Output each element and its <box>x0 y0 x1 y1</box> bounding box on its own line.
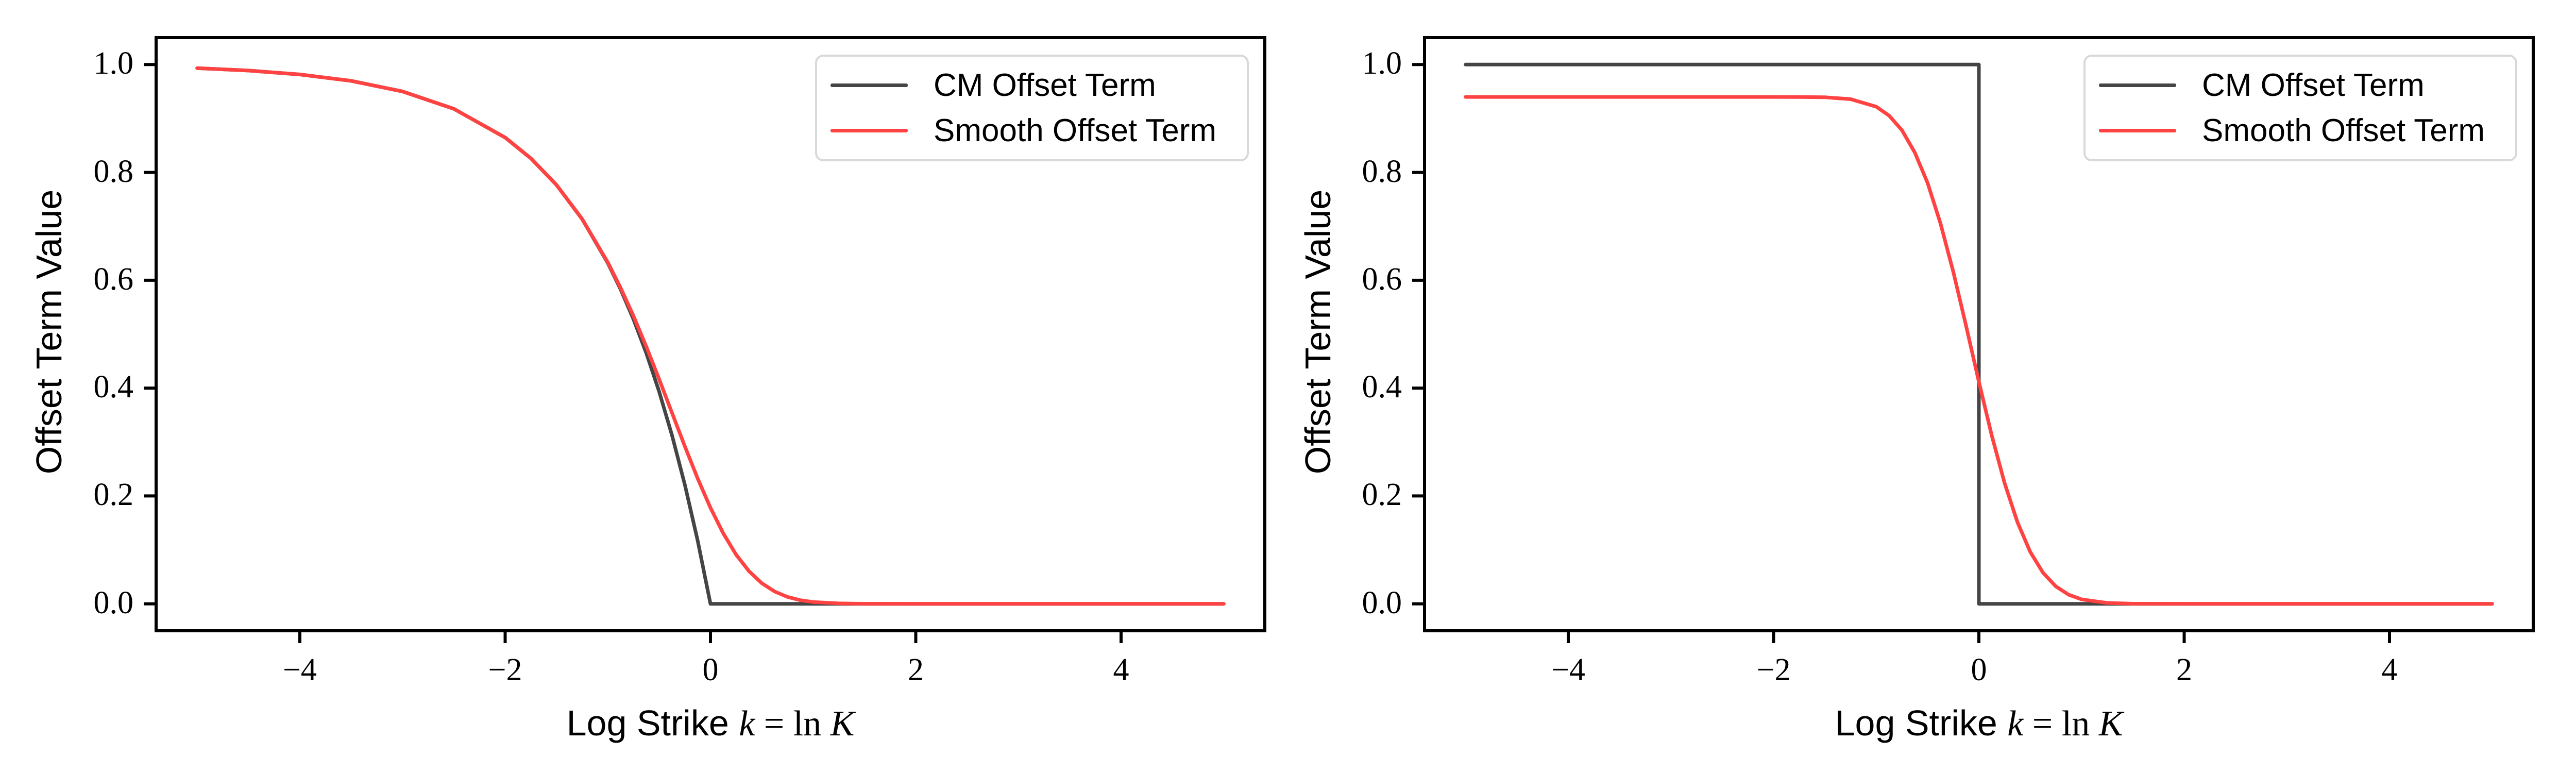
smooth-offset-term-line-left <box>195 66 1226 606</box>
cm-offset-term-line-right <box>1464 62 2494 606</box>
cm-offset-term-line-left <box>195 66 1226 606</box>
smooth-offset-term-line-right <box>1464 95 2494 606</box>
axes-frame <box>155 36 1266 632</box>
